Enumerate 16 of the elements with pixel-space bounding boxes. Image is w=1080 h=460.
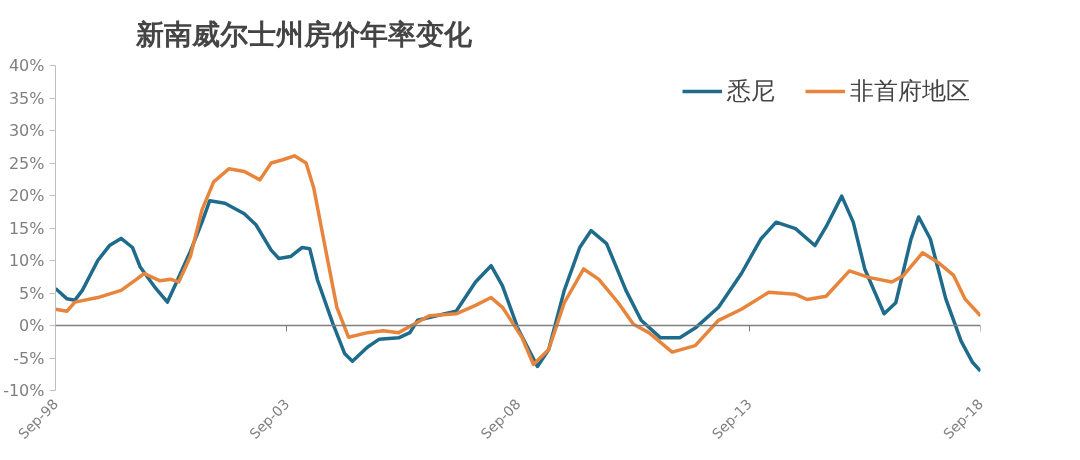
y-tick-label: 10% (8, 251, 45, 270)
y-tick-label: 25% (8, 153, 45, 173)
y-tick-label: 0% (19, 316, 45, 335)
legend-label: 非首府地区 (850, 76, 970, 107)
legend-label: 悉尼 (727, 76, 775, 107)
y-tick-label: 20% (8, 186, 45, 205)
y-tick-label: 40% (8, 56, 45, 75)
y-tick-label: -5% (13, 348, 45, 368)
y-tick-label: 35% (8, 88, 45, 108)
y-tick-label: 5% (19, 283, 45, 303)
y-tick-label: -10% (3, 381, 45, 400)
y-tick-label: 30% (8, 121, 45, 140)
y-tick-label: 15% (8, 218, 45, 238)
chart-title: 新南威尔士州房价年率变化 (134, 17, 473, 51)
line-series (55, 154, 981, 367)
line-series (55, 194, 981, 373)
